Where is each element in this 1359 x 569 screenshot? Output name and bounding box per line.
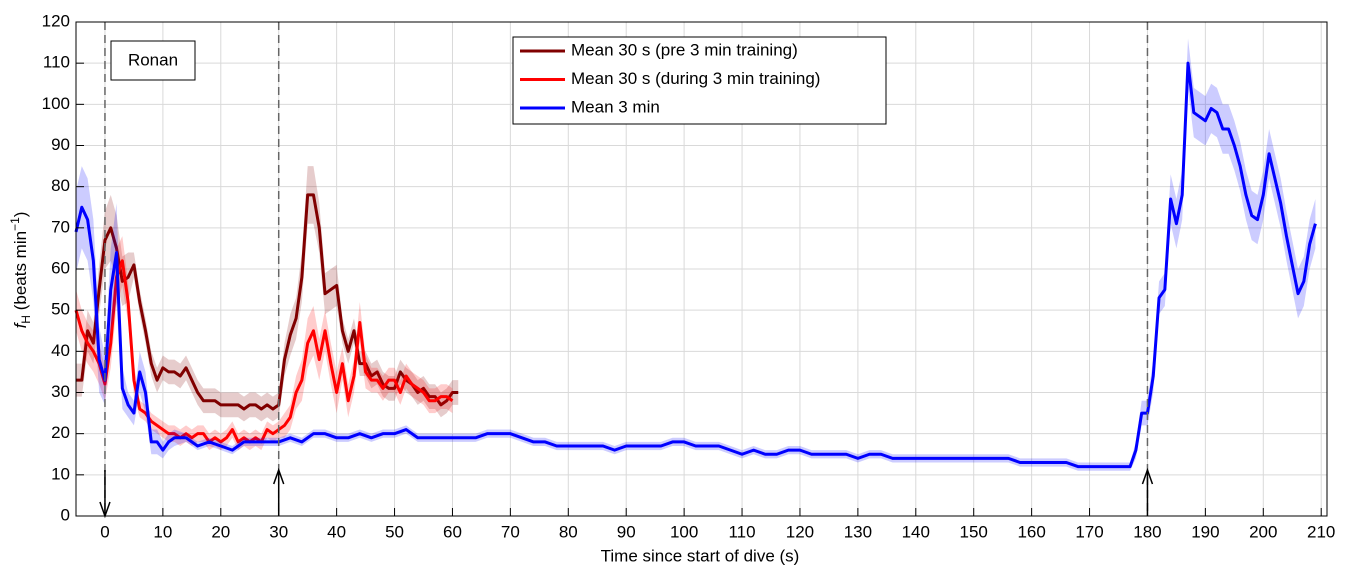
x-tick-label: 50 [385, 522, 404, 541]
series-line [74, 61, 1317, 469]
x-tick-label: 100 [670, 522, 698, 541]
y-axis-title-part: ) [11, 212, 30, 218]
plot [74, 22, 1317, 519]
y-tick-label: 90 [51, 135, 70, 154]
x-tick-label: 140 [902, 522, 930, 541]
legend-box [512, 36, 887, 125]
legend-label: Mean 30 s (pre 3 min training) [571, 40, 798, 59]
x-tick-label: 190 [1191, 522, 1219, 541]
y-tick-label: 10 [51, 464, 70, 483]
y-tick-label: 0 [61, 505, 70, 524]
x-tick-label: 90 [617, 522, 636, 541]
axes: 0 10 20 30 40 50 60 70 80 90 100 110 120 0 10 20 30 40 50 6… [42, 11, 1336, 541]
y-axis-title-part: H [19, 315, 33, 324]
legend-label: Mean 3 min [571, 97, 660, 116]
legend: Mean 30 s (pre 3 min training) Mean 30 s … [512, 36, 887, 125]
x-tick-label: 0 [100, 522, 109, 541]
x-tick-label: 200 [1249, 522, 1277, 541]
legend-label: Mean 30 s (during 3 min training) [571, 69, 820, 88]
series-line [76, 193, 459, 411]
x-tick-label: 70 [501, 522, 520, 541]
y-axis-title: fH (beats min−1) [8, 212, 33, 329]
x-tick-label: 30 [269, 522, 288, 541]
x-tick-label: 160 [1017, 522, 1045, 541]
x-tick-label: 210 [1307, 522, 1335, 541]
series-line [74, 259, 454, 444]
x-tick-label: 40 [327, 522, 346, 541]
y-tick-label: 50 [51, 300, 70, 319]
y-tick-label: 60 [51, 258, 70, 277]
x-tick-label: 180 [1133, 522, 1161, 541]
y-axis-title-part: −1 [8, 217, 22, 231]
x-tick-label: 130 [844, 522, 872, 541]
x-tick-label: 120 [786, 522, 814, 541]
x-tick-label: 110 [728, 522, 755, 541]
y-tick-label: 100 [42, 94, 70, 113]
y-axis-title-part: f [11, 321, 30, 328]
x-tick-label: 80 [559, 522, 578, 541]
y-tick-label: 110 [43, 53, 70, 72]
annotation-box [110, 40, 196, 81]
y-tick-label: 70 [51, 217, 70, 236]
y-axis-title-part: (beats min [11, 231, 30, 315]
y-tick-label: 80 [51, 176, 70, 195]
plot-frame [75, 21, 1328, 517]
y-tick-label: 120 [42, 11, 70, 30]
x-tick-label: 10 [153, 522, 172, 541]
event-arrowhead [1141, 467, 1154, 485]
annotation: Ronan [128, 50, 178, 69]
x-tick-label: 60 [443, 522, 462, 541]
x-tick-label: 150 [960, 522, 988, 541]
x-tick-label: 170 [1075, 522, 1103, 541]
y-tick-label: 20 [51, 423, 70, 442]
x-axis-title: Time since start of dive (s) [601, 546, 800, 565]
y-tick-label: 40 [51, 341, 70, 360]
event-arrowhead [273, 467, 285, 485]
y-tick-label: 30 [51, 382, 70, 401]
x-tick-label: 20 [211, 522, 230, 541]
